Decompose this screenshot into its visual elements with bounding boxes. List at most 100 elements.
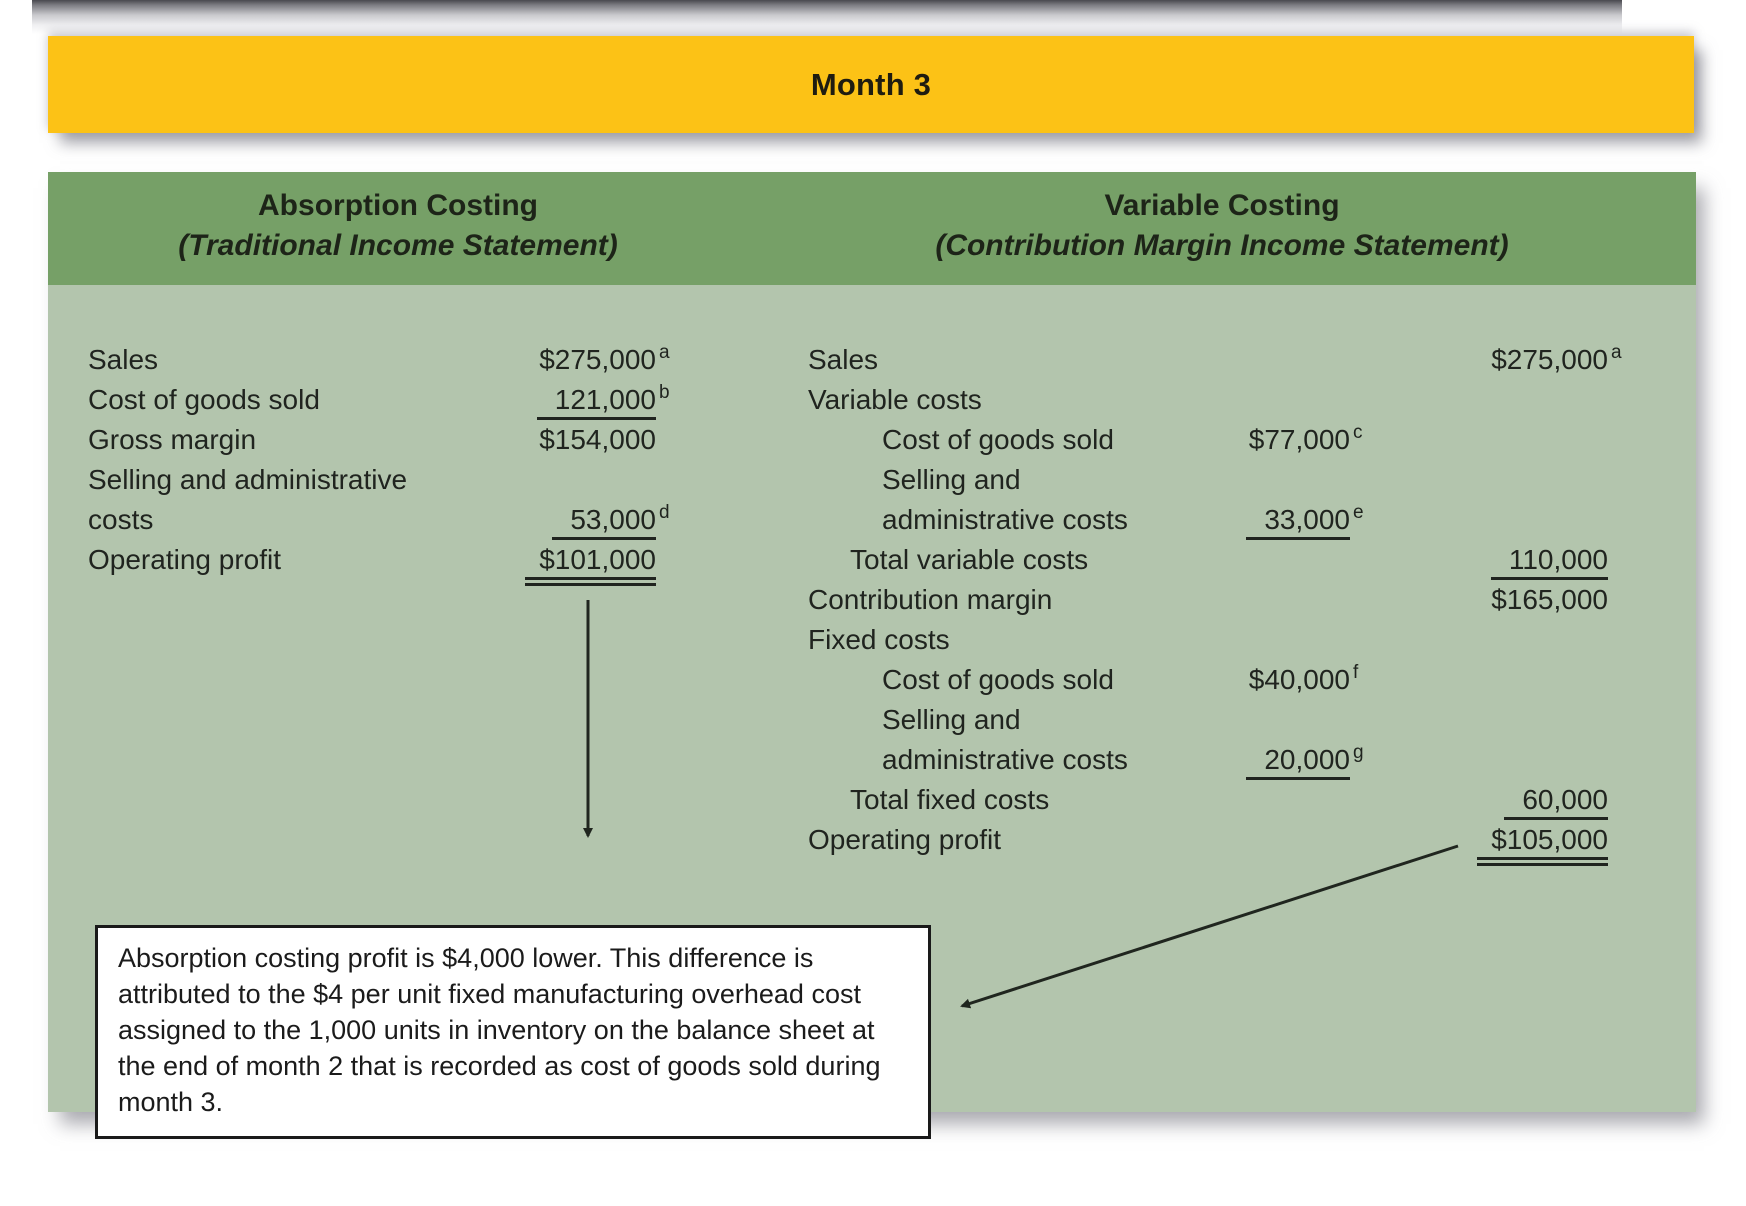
absorption-subtitle: (Traditional Income Statement) xyxy=(178,229,618,262)
row-label: Cost of goods sold xyxy=(882,664,1114,695)
row-right-amount xyxy=(1372,420,1608,460)
footnote-ref xyxy=(656,533,678,573)
row-amount: $275,000 xyxy=(539,344,656,375)
footnote-ref xyxy=(1608,693,1630,733)
table-row: Selling and xyxy=(808,460,1648,500)
row-label: administrative costs xyxy=(882,744,1128,775)
footnote-ref xyxy=(1608,813,1630,853)
variable-statement: Sales $275,000 a Variable costs Cost of … xyxy=(808,340,1648,866)
row-mid-amount xyxy=(1180,700,1350,740)
table-row: Cost of goods sold 121,000 b xyxy=(88,380,678,420)
footnote-ref: c xyxy=(1353,422,1363,443)
footnote-ref xyxy=(1608,453,1630,493)
footnote-ref xyxy=(656,453,678,493)
row-label: Total fixed costs xyxy=(850,784,1050,815)
table-row: Fixed costs xyxy=(808,620,1648,660)
table-row: Cost of goods sold $40,000 f xyxy=(808,660,1648,700)
row-amount: 121,000 xyxy=(471,380,656,420)
row-label: Selling and xyxy=(882,704,1021,735)
table-row: Gross margin $154,000 xyxy=(88,420,678,460)
footnote-ref xyxy=(1608,533,1630,573)
footnote-ref xyxy=(656,413,678,453)
footnote-ref xyxy=(1608,373,1630,413)
row-right-amount: $165,000 xyxy=(1491,584,1608,615)
row-amount: 53,000 xyxy=(471,500,656,540)
footnote-ref xyxy=(1350,453,1372,493)
row-mid-amount xyxy=(1180,820,1350,860)
row-right-amount xyxy=(1372,700,1608,740)
footnote-ref xyxy=(1350,773,1372,813)
row-mid-amount xyxy=(1180,780,1350,820)
footnote-ref xyxy=(1350,373,1372,413)
row-label: Total variable costs xyxy=(850,544,1089,575)
table-row: Sales $275,000 a xyxy=(88,340,678,380)
row-label: Selling and administrative xyxy=(88,464,408,495)
row-right-amount xyxy=(1372,620,1608,660)
row-label: Cost of goods sold xyxy=(882,424,1114,455)
row-mid-amount xyxy=(1180,460,1350,500)
footnote-ref: d xyxy=(659,502,670,523)
footnote-ref: a xyxy=(1611,342,1622,363)
row-mid-amount: $77,000 xyxy=(1248,424,1350,455)
table-row: administrative costs 20,000 g xyxy=(808,740,1648,780)
row-mid-amount xyxy=(1180,620,1350,660)
table-row: administrative costs 33,000 e xyxy=(808,500,1648,540)
variable-subtitle: (Contribution Margin Income Statement) xyxy=(935,229,1509,262)
row-amount: $154,000 xyxy=(539,424,656,455)
row-label: Fixed costs xyxy=(808,624,950,655)
table-row: Cost of goods sold $77,000 c xyxy=(808,420,1648,460)
row-amount xyxy=(471,460,656,500)
row-right-amount: $275,000 xyxy=(1491,344,1608,375)
row-mid-amount: 20,000 xyxy=(1180,740,1350,780)
row-mid-amount xyxy=(1180,580,1350,620)
table-row: Operating profit $105,000 xyxy=(808,820,1648,866)
row-label: Operating profit xyxy=(88,544,281,575)
explanation-callout: Absorption costing profit is $4,000 lowe… xyxy=(95,925,931,1139)
row-right-amount: $105,000 xyxy=(1372,820,1608,866)
row-mid-amount xyxy=(1180,340,1350,380)
row-mid-amount xyxy=(1180,540,1350,580)
footnote-ref xyxy=(1350,533,1372,573)
table-row: Selling and xyxy=(808,700,1648,740)
row-label: Contribution margin xyxy=(808,584,1053,615)
footnote-ref xyxy=(1608,733,1630,773)
row-label: Cost of goods sold xyxy=(88,384,320,415)
table-row: Variable costs xyxy=(808,380,1648,420)
row-mid-amount: 33,000 xyxy=(1180,500,1350,540)
row-label: Sales xyxy=(88,344,159,375)
footnote-ref: b xyxy=(659,382,670,403)
footnote-ref xyxy=(1350,333,1372,373)
table-row: Sales $275,000 a xyxy=(808,340,1648,380)
footnote-ref: f xyxy=(1353,662,1359,683)
absorption-title: Absorption Costing xyxy=(258,189,538,222)
footnote-ref: a xyxy=(659,342,670,363)
month-banner: Month 3 xyxy=(48,36,1694,133)
row-label: Operating profit xyxy=(808,824,1001,855)
row-label: Selling and xyxy=(882,464,1021,495)
row-right-amount xyxy=(1372,500,1608,540)
row-label: Sales xyxy=(808,344,879,375)
top-shadow xyxy=(32,0,1622,34)
row-right-amount xyxy=(1372,740,1608,780)
footnote-ref xyxy=(1608,413,1630,453)
footnote-ref xyxy=(1608,773,1630,813)
variable-header: Variable Costing (Contribution Margin In… xyxy=(748,172,1696,285)
table-row: Total variable costs 110,000 xyxy=(808,540,1648,580)
table-row: Selling and administrative xyxy=(88,460,678,500)
footnote-ref xyxy=(1608,493,1630,533)
row-label: Variable costs xyxy=(808,384,982,415)
footnote-ref xyxy=(1608,653,1630,693)
absorption-header: Absorption Costing (Traditional Income S… xyxy=(48,172,748,285)
explanation-text: Absorption costing profit is $4,000 lowe… xyxy=(118,943,881,1117)
absorption-statement: Sales $275,000 a Cost of goods sold 121,… xyxy=(88,340,678,586)
footnote-ref: g xyxy=(1353,742,1364,763)
table-row: Contribution margin $165,000 xyxy=(808,580,1648,620)
footnote-ref xyxy=(1350,573,1372,613)
footnote-ref xyxy=(1350,813,1372,853)
row-right-amount: 110,000 xyxy=(1372,540,1608,580)
table-row: costs 53,000 d xyxy=(88,500,678,540)
footnote-ref xyxy=(1608,613,1630,653)
row-amount: $101,000 xyxy=(471,540,656,586)
row-mid-amount xyxy=(1180,380,1350,420)
